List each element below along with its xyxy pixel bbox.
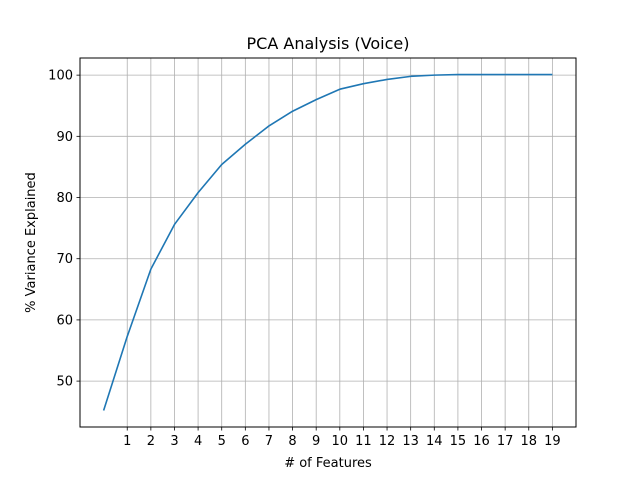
series-line	[102, 73, 553, 411]
x-tick-label: 1	[123, 434, 131, 449]
y-tick-label: 90	[56, 130, 73, 145]
y-axis-label: % Variance Explained	[24, 172, 39, 313]
y-tick-label: 80	[56, 191, 73, 206]
x-tick-label: 3	[170, 434, 178, 449]
y-tick-label: 50	[56, 375, 73, 390]
x-tick-label: 16	[473, 434, 490, 449]
chart-title: PCA Analysis (Voice)	[247, 34, 410, 53]
x-tick-label: 12	[379, 434, 396, 449]
axis-ticks: 1 2 3 4 5 6 7 8 9 10 11 12 13 14 15 16 17 18 1950607080901…	[48, 69, 560, 449]
x-tick-label: 13	[402, 434, 419, 449]
x-axis-label: # of Features	[284, 456, 372, 471]
x-tick-label: 10	[332, 434, 349, 449]
x-tick-label: 5	[218, 434, 226, 449]
x-tick-label: 4	[194, 434, 202, 449]
plot-area-frame	[79, 57, 577, 428]
x-tick-label: 7	[265, 434, 273, 449]
x-tick-label: 15	[450, 434, 467, 449]
y-tick-label: 60	[56, 313, 73, 328]
grid-lines	[80, 58, 576, 427]
x-tick-label: 11	[355, 434, 372, 449]
x-tick-label: 17	[497, 434, 514, 449]
series-lines	[102, 73, 553, 411]
x-tick-label: 2	[147, 434, 155, 449]
x-tick-label: 6	[241, 434, 249, 449]
x-tick-label: 14	[426, 434, 443, 449]
y-tick-label: 70	[56, 252, 73, 267]
y-tick-label: 100	[48, 69, 73, 84]
x-tick-label: 9	[312, 434, 320, 449]
x-tick-label: 19	[544, 434, 561, 449]
x-tick-label: 8	[288, 434, 296, 449]
x-tick-label: 18	[520, 434, 537, 449]
